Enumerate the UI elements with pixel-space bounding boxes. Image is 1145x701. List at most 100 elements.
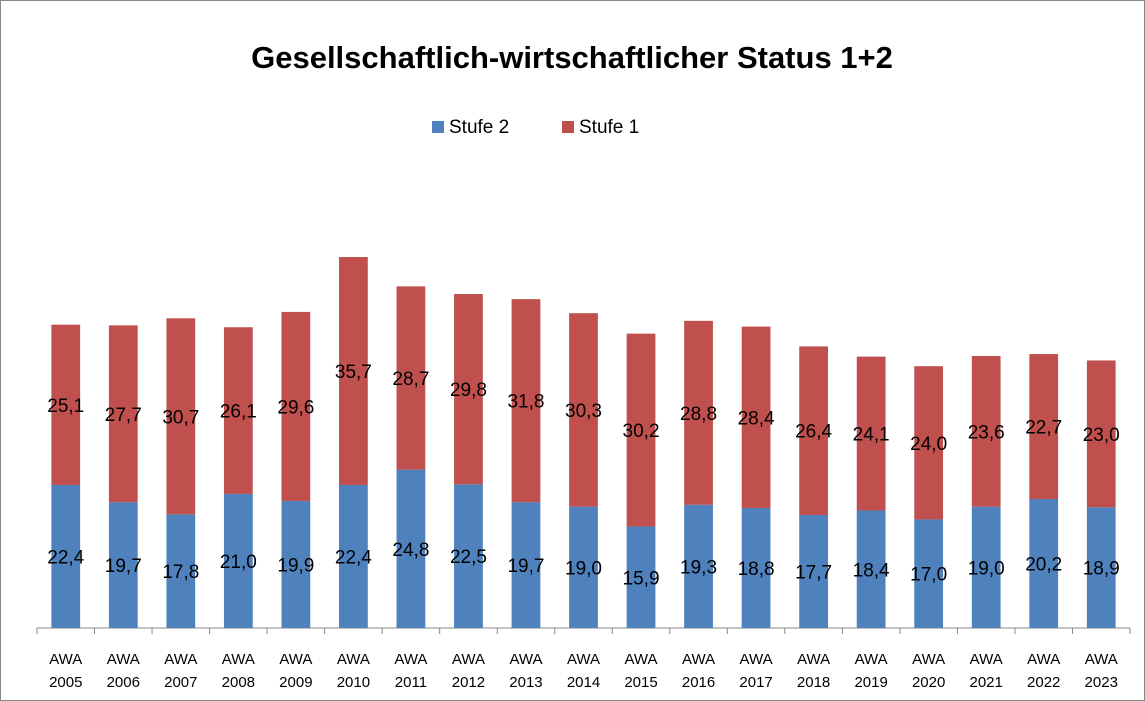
bar-segment: [856, 356, 886, 511]
bar-segment: [741, 507, 771, 628]
bar-segment: [396, 286, 426, 470]
bar-segment: [51, 324, 81, 485]
bar-segment: [396, 469, 426, 628]
bar-segment: [569, 506, 598, 628]
data-label: 15,9: [623, 568, 660, 589]
x-tick-label: AWA 2013: [509, 651, 542, 691]
data-label: 23,0: [1083, 425, 1120, 446]
bar-segment: [971, 506, 1001, 628]
x-tick-label: AWA 2008: [222, 651, 255, 691]
data-label: 26,4: [795, 422, 832, 443]
bar-segment: [799, 346, 828, 515]
data-label: 30,7: [162, 407, 199, 428]
data-label: 19,7: [507, 556, 544, 577]
data-label: 24,1: [853, 425, 890, 446]
data-label: 26,1: [220, 402, 257, 423]
x-tick-label: AWA 2020: [912, 651, 945, 691]
data-label: 19,0: [565, 558, 602, 579]
bar-segment: [339, 484, 368, 628]
data-label: 29,6: [277, 397, 314, 418]
bar-segment: [281, 311, 311, 501]
data-label: 22,7: [1025, 418, 1062, 439]
data-label: 24,0: [910, 434, 947, 455]
bar-segment: [1086, 507, 1116, 628]
bar-segment: [454, 294, 483, 485]
data-label: 19,0: [968, 558, 1005, 579]
data-label: 19,9: [277, 555, 314, 576]
data-label: 18,8: [738, 559, 775, 580]
data-label: 19,3: [680, 557, 717, 578]
data-label: 28,8: [680, 404, 717, 425]
bar-segment: [569, 313, 598, 507]
bar-segment: [511, 502, 541, 628]
x-tick-label: AWA 2017: [739, 651, 772, 691]
legend-label: Stufe 1: [579, 117, 639, 138]
data-label: 20,2: [1025, 555, 1062, 576]
data-label: 30,2: [623, 421, 660, 442]
chart-title: Gesellschaftlich-wirtschaftlicher Status…: [251, 40, 893, 75]
bar-segment: [511, 299, 541, 503]
bar-segment: [108, 502, 138, 628]
bar-segment: [684, 320, 713, 505]
bar-segment: [626, 333, 656, 527]
bar-segment: [166, 318, 196, 515]
data-label: 18,9: [1083, 559, 1120, 580]
x-tick-label: AWA 2023: [1085, 651, 1118, 691]
data-label: 29,8: [450, 380, 487, 401]
data-label: 25,1: [47, 396, 84, 417]
x-tick-label: AWA 2019: [854, 651, 887, 691]
x-tick-label: AWA 2016: [682, 651, 715, 691]
data-label: 22,4: [47, 547, 84, 568]
data-label: 28,4: [738, 408, 775, 429]
x-tick-label: AWA 2011: [394, 651, 427, 691]
x-tick-label: AWA 2022: [1027, 651, 1060, 691]
bar-segment: [799, 514, 828, 628]
bar-segment: [1029, 354, 1059, 500]
x-tick-label: AWA 2021: [969, 651, 1002, 691]
bar-segment: [339, 257, 368, 485]
x-tick-label: AWA 2007: [164, 651, 197, 691]
bar-segment: [914, 366, 944, 520]
legend-swatch: [562, 121, 574, 133]
bar-segment: [223, 327, 253, 494]
bar-segment: [166, 514, 196, 628]
x-tick-label: AWA 2018: [797, 651, 830, 691]
data-label: 30,3: [565, 401, 602, 422]
bar-segment: [914, 519, 944, 628]
data-label: 24,8: [392, 540, 429, 561]
data-label: 17,8: [162, 562, 199, 583]
x-tick-label: AWA 2005: [49, 651, 82, 691]
bar-segment: [281, 500, 311, 628]
data-label: 22,4: [335, 547, 372, 568]
data-label: 28,7: [392, 369, 429, 390]
x-tick-label: AWA 2012: [452, 651, 485, 691]
legend-label: Stufe 2: [449, 117, 509, 138]
data-label: 22,5: [450, 547, 487, 568]
data-label: 35,7: [335, 362, 372, 383]
x-tick-label: AWA 2009: [279, 651, 312, 691]
bar-segment: [971, 355, 1001, 507]
bar-segment: [108, 325, 138, 503]
legend-swatch: [432, 121, 444, 133]
bar-segment: [223, 493, 253, 628]
data-label: 27,7: [105, 405, 142, 426]
data-label: 31,8: [507, 392, 544, 413]
data-label: 21,0: [220, 552, 257, 573]
bar-segment: [1029, 499, 1059, 628]
x-tick-label: AWA 2010: [337, 651, 370, 691]
x-tick-label: AWA 2014: [567, 651, 600, 691]
x-tick-label: AWA 2006: [107, 651, 140, 691]
bar-segment: [1086, 360, 1116, 508]
data-label: 17,7: [795, 563, 832, 584]
bar-segment: [51, 484, 81, 628]
data-label: 19,7: [105, 556, 142, 577]
bar-segment: [856, 510, 886, 628]
bar-segment: [454, 484, 483, 628]
x-tick-label: AWA 2015: [624, 651, 657, 691]
bar-segment: [684, 504, 713, 628]
bar-segment: [741, 326, 771, 508]
data-label: 18,4: [853, 560, 890, 581]
data-label: 17,0: [910, 565, 947, 586]
data-label: 23,6: [968, 422, 1005, 443]
